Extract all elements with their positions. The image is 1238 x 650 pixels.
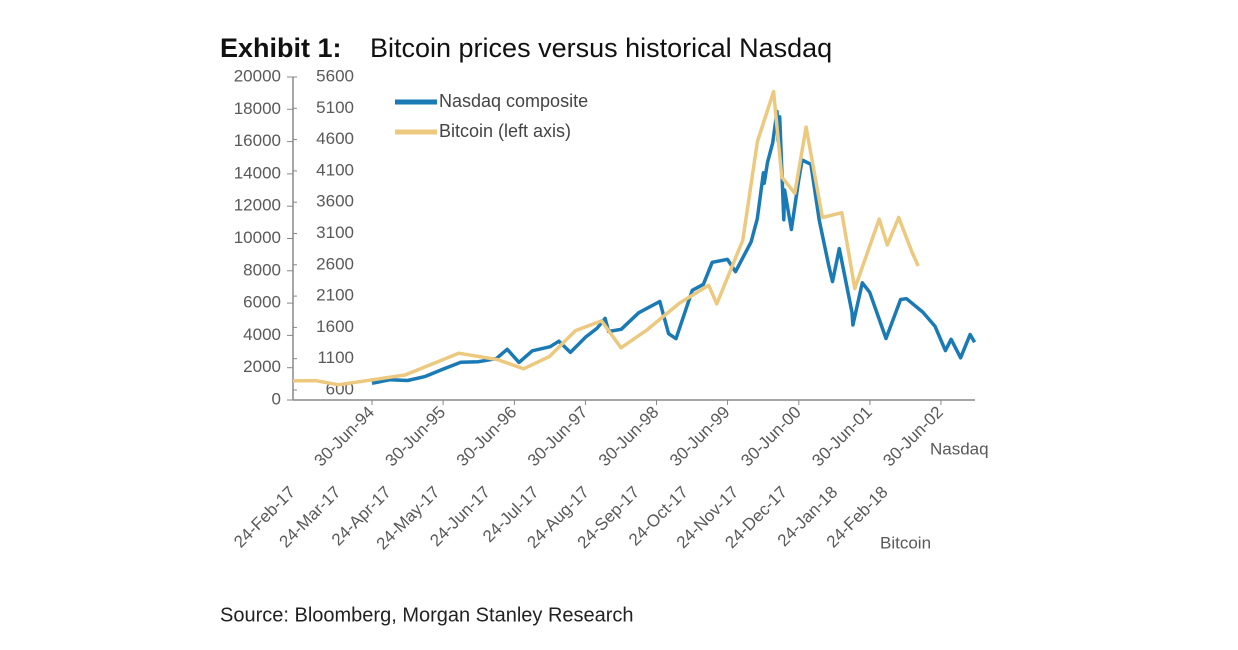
source-note: Source: Bloomberg, Morgan Stanley Resear…: [220, 604, 634, 626]
y-tick-label: 20000: [234, 66, 281, 85]
y2-tick-label: 4100: [316, 160, 354, 179]
y2-tick-label: 2600: [316, 254, 354, 273]
series-line: [371, 109, 977, 386]
y2-tick-label: 1600: [316, 317, 354, 336]
y2-tick-label: 3600: [316, 192, 354, 211]
series-line: [292, 89, 920, 387]
legend-label: Nasdaq composite: [439, 91, 588, 111]
y-tick-label: 10000: [234, 228, 281, 247]
y-tick-label: 2000: [243, 357, 281, 376]
x-tick-label: 30-Jun-02: [879, 403, 947, 471]
x-axis-label: Bitcoin: [880, 533, 931, 552]
y-tick-label: 16000: [234, 131, 281, 150]
y2-tick-label: 3100: [316, 223, 354, 242]
x-tick-label: 30-Jun-96: [453, 403, 521, 471]
y2-tick-label: 1100: [317, 348, 354, 367]
x-axis-label: Nasdaq: [930, 439, 989, 458]
y2-tick-label: 2100: [316, 286, 354, 305]
chart-subtitle: Bitcoin prices versus historical Nasdaq: [370, 33, 832, 63]
x-tick-label: 30-Jun-97: [524, 403, 592, 471]
y-tick-label: 6000: [243, 293, 281, 312]
x-tick-label: 30-Jun-99: [666, 403, 734, 471]
y-tick-label: 4000: [243, 325, 281, 344]
x-tick-label: 30-Jun-95: [382, 403, 450, 471]
x-tick-label: 30-Jun-01: [808, 403, 876, 471]
x-tick-label: 30-Jun-98: [595, 403, 663, 471]
y-tick-label: 0: [272, 389, 281, 408]
x-tick-label: 30-Jun-94: [310, 403, 378, 471]
y-tick-label: 18000: [234, 99, 281, 118]
y-tick-label: 8000: [243, 260, 281, 279]
y2-tick-label: 5100: [316, 98, 354, 117]
chart-title: Exhibit 1:: [220, 33, 342, 63]
x-tick-label: 30-Jun-00: [737, 403, 805, 471]
y-tick-label: 12000: [234, 196, 281, 215]
y-tick-label: 14000: [234, 163, 281, 182]
y2-tick-label: 5600: [316, 66, 354, 85]
legend-label: Bitcoin (left axis): [439, 121, 571, 141]
y2-tick-label: 4600: [316, 129, 354, 148]
